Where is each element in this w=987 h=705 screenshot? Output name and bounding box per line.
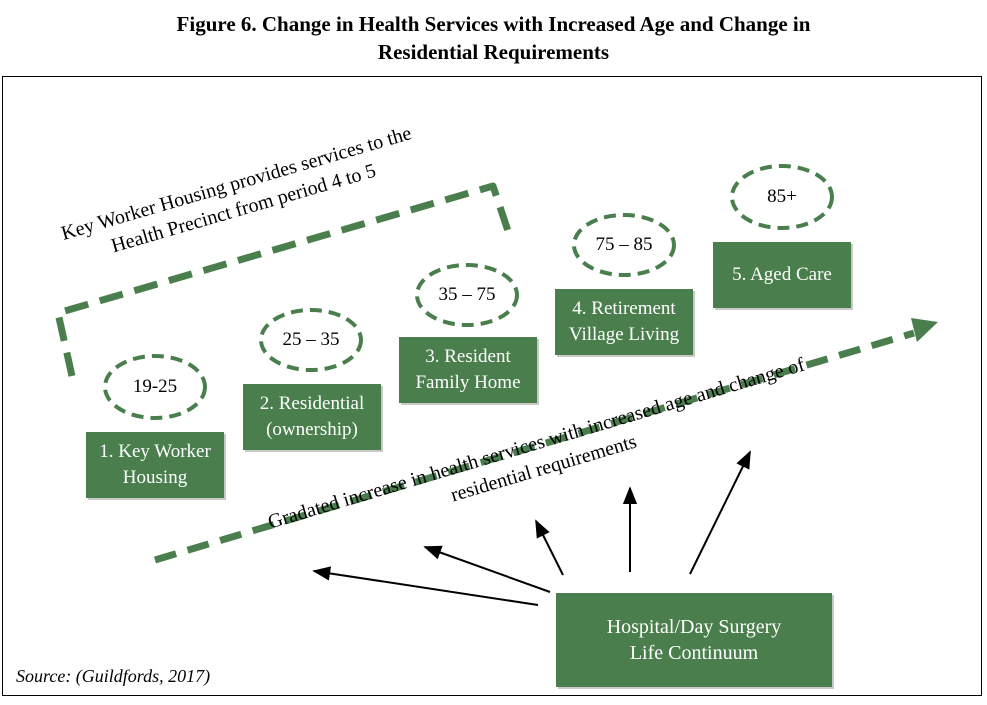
hub-arrow-2 — [423, 545, 551, 593]
gradated-increase-arrow-line — [153, 329, 916, 564]
stage-box-3-line-1: 3. Resident — [425, 346, 511, 367]
age-label-3: 35 – 75 — [438, 284, 496, 305]
stage-box-4-line-1: 4. Retirement — [572, 298, 676, 319]
stage-box-resident-family-home: 3. Resident Family Home — [399, 337, 537, 403]
hub-box-hospital-day-surgery: Hospital/Day Surgery Life Continuum — [556, 593, 832, 687]
age-label-5: 85+ — [767, 186, 797, 207]
age-ellipse-5 — [730, 164, 834, 230]
age-ellipse-4 — [572, 213, 676, 277]
stage-box-residential-ownership: 2. Residential (ownership) — [243, 384, 381, 450]
stage-box-key-worker-housing: 1. Key Worker Housing — [86, 432, 224, 498]
key-worker-dashed-bracket — [54, 182, 515, 377]
age-label-2: 25 – 35 — [282, 329, 340, 350]
stage-box-retirement-village-living: 4. Retirement Village Living — [555, 289, 693, 355]
stage-box-aged-care: 5. Aged Care — [713, 242, 851, 308]
figure-title-line-2: Residential Requirements — [377, 40, 610, 64]
figure-title-line-1: Figure 6. Change in Health Services with… — [176, 12, 811, 36]
stage-box-5-label: 5. Aged Care — [732, 264, 832, 285]
gradated-increase-arrowhead — [911, 318, 938, 342]
figure-title: Figure 6. Change in Health Services with… — [0, 10, 987, 66]
age-ellipse-2 — [259, 308, 363, 372]
source-citation: Source: (Guildfords, 2017) — [16, 666, 211, 686]
stage-box-2-line-1: 2. Residential — [259, 393, 365, 414]
stage-box-1-line-2: Housing — [122, 467, 188, 488]
stage-box-1-line-1: 1. Key Worker — [99, 441, 211, 462]
age-ellipse-1 — [103, 354, 207, 420]
stage-box-3-line-2: Family Home — [415, 372, 521, 393]
diagram-frame — [2, 76, 982, 696]
hub-arrow-5 — [689, 450, 751, 575]
age-label-1: 19-25 — [132, 376, 178, 397]
hub-arrow-3 — [535, 519, 564, 576]
hub-line-1: Hospital/Day Surgery — [606, 616, 782, 638]
stage-box-4-line-2: Village Living — [568, 324, 680, 345]
hub-line-2: Life Continuum — [629, 642, 759, 664]
age-ellipse-3 — [415, 263, 519, 327]
stage-box-2-line-2: (ownership) — [266, 419, 358, 440]
hub-arrow-1 — [312, 566, 539, 606]
age-label-4: 75 – 85 — [595, 234, 653, 255]
